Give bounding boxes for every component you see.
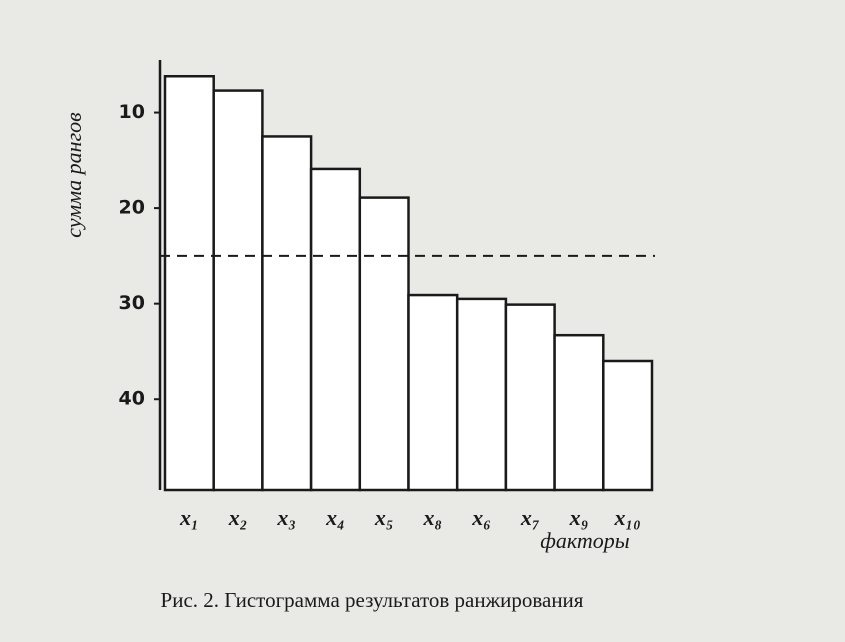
bar bbox=[309, 167, 362, 492]
bar bbox=[163, 74, 215, 492]
bar bbox=[553, 333, 605, 492]
bar bbox=[504, 303, 556, 492]
x-tick-label: x₁ bbox=[179, 505, 199, 530]
bar bbox=[602, 359, 654, 492]
y-tick-label: 10 bbox=[119, 101, 145, 123]
y-tick-label: 40 bbox=[119, 388, 145, 410]
x-tick-label: x₆ bbox=[471, 505, 491, 530]
bar bbox=[407, 293, 459, 492]
x-tick-label: x₂ bbox=[228, 505, 248, 530]
x-axis-label: факторы bbox=[540, 528, 630, 553]
y-axis-label: сумма рангов bbox=[61, 112, 86, 238]
x-tick-label: x₇ bbox=[520, 505, 540, 530]
x-tick-label: x₃ bbox=[276, 505, 296, 530]
x-tick-label: x₅ bbox=[374, 505, 394, 530]
x-tick-label: x₁₀ bbox=[613, 505, 640, 530]
y-tick-label: 30 bbox=[119, 292, 145, 314]
caption: Рис. 2. Гистограмма результатов ранжиров… bbox=[161, 588, 584, 612]
bar bbox=[455, 297, 508, 492]
bar bbox=[358, 196, 410, 492]
x-tick-label: x₄ bbox=[325, 505, 345, 530]
bar bbox=[212, 89, 264, 492]
bar bbox=[261, 135, 313, 492]
y-tick-label: 20 bbox=[119, 197, 145, 219]
x-tick-label: x₉ bbox=[569, 505, 589, 530]
x-tick-label: x₈ bbox=[423, 505, 443, 530]
